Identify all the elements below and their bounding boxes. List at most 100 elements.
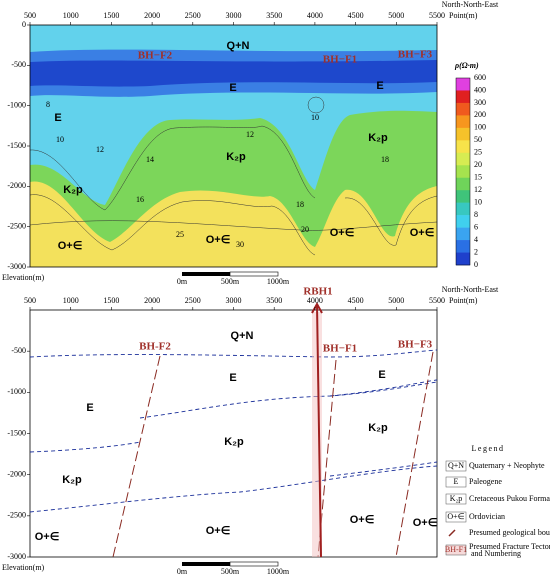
plot-frame (29, 309, 438, 558)
colorbar-label: 8 (474, 210, 478, 219)
unit-label: O+∈ (350, 514, 375, 526)
y-tick-label: -2000 (7, 181, 26, 190)
direction-label: North-North-East (442, 0, 499, 9)
x-axis-label: Point(m) (449, 11, 478, 20)
x-tick-label: 2500 (185, 296, 201, 305)
scale-bar (229, 561, 279, 567)
borehole-label: RBH1 (303, 286, 332, 298)
x-tick-label: 5000 (388, 296, 404, 305)
legend-text: Cretaceous Pukou Formation (469, 494, 550, 503)
scale-label: 1000m (267, 567, 290, 576)
legend-text: Quaternary + Neophyte (469, 461, 545, 470)
legend-text: Presumed Fracture Tectonics and Numberin… (469, 542, 550, 558)
x-tick-label: 4500 (348, 296, 364, 305)
colorbar-label: 12 (474, 185, 482, 194)
colorbar-swatch (456, 177, 470, 191)
contour-label: 16 (136, 195, 144, 204)
legend-symbol (445, 544, 467, 556)
faults (112, 351, 434, 558)
colorbar-swatch (456, 227, 470, 241)
x-tick-label: 3500 (266, 296, 282, 305)
y-tick-label: -1500 (7, 428, 26, 437)
contour-label: 12 (246, 130, 254, 139)
legend-title: Legend (472, 444, 505, 453)
x-tick-label: 5500 (429, 11, 445, 20)
scale-bar (229, 271, 279, 277)
y-tick-label: -500 (11, 346, 26, 355)
x-axis-label: Point(m) (449, 296, 478, 305)
legend-symbol-text: K₂p (450, 494, 463, 503)
legend-text: Ordovician (469, 512, 505, 521)
unit-label: E (229, 82, 236, 94)
top-section (29, 24, 438, 268)
legend-symbol (445, 476, 467, 488)
y-tick-label: -2000 (7, 469, 26, 478)
colorbar-label: 600 (474, 73, 486, 82)
legend-text: Presumed geological boundaries (469, 528, 550, 537)
legend-symbol-text: O+∈ (447, 512, 464, 521)
colorbar-label: 4 (474, 235, 478, 244)
y-tick-label: 0 (22, 20, 26, 29)
unit-label: BH−F1 (323, 54, 357, 66)
scale-bar (182, 272, 230, 276)
y-axis-label: Elevation(m) (2, 273, 45, 282)
unit-label: E (378, 369, 385, 381)
y-tick-label: -500 (11, 60, 26, 69)
colorbar-label: 0 (474, 260, 478, 269)
colorbar-swatch (456, 90, 470, 104)
borehole-zone (312, 312, 322, 557)
x-tick-label: 2000 (144, 11, 160, 20)
y-tick-label: -2500 (7, 221, 26, 230)
colorbar-label: 20 (474, 160, 482, 169)
legend-symbol-text: E (454, 477, 459, 486)
unit-label: E (54, 112, 61, 124)
unit-label: O+∈ (206, 234, 231, 246)
colorbar-label: 15 (474, 173, 482, 182)
colorbar-swatch (456, 190, 470, 203)
unit-label: BH−F2 (138, 50, 173, 62)
contour-label: 30 (236, 240, 244, 249)
x-tick-label: 3000 (226, 11, 242, 20)
unit-label: Q+N (227, 40, 250, 52)
contour-label: 8 (46, 100, 50, 109)
legend-text: Paleogene (469, 477, 502, 486)
colorbar-label: 25 (474, 148, 482, 157)
colorbar-label: 10 (474, 197, 482, 206)
colorbar-swatch (456, 140, 470, 154)
y-tick-label: -3000 (7, 262, 26, 271)
colorbar-swatch (456, 165, 470, 179)
unit-label: O+∈ (35, 531, 60, 543)
colorbar-swatch (456, 252, 470, 266)
y-tick-label: -3000 (7, 552, 26, 561)
x-tick-label: 5000 (388, 11, 404, 20)
x-tick-label: 500 (24, 11, 36, 20)
scale-label: 500m (221, 567, 240, 576)
y-tick-label: -1000 (7, 100, 26, 109)
x-tick-label: 4000 (307, 11, 323, 20)
x-tick-label: 1000 (63, 11, 79, 20)
y-axis-label: Elevation(m) (2, 563, 45, 572)
unit-label: O+∈ (206, 525, 231, 537)
unit-label: K₂p (368, 422, 388, 434)
colorbar-frame (455, 77, 471, 266)
colorbar-swatch (456, 215, 470, 228)
unit-label: K₂p (368, 132, 388, 144)
colorbar-swatch (456, 78, 470, 91)
direction-label: North-North-East (442, 285, 499, 294)
unit-label: O+∈ (413, 517, 438, 529)
unit-label: K₂p (63, 184, 83, 196)
unit-label: BH-F2 (139, 341, 171, 353)
x-tick-label: 4500 (348, 11, 364, 20)
colorbar-swatch (456, 152, 470, 166)
contour-label: 12 (96, 145, 104, 154)
unit-label: Q+N (231, 330, 254, 342)
unit-label: K₂p (62, 474, 82, 486)
x-tick-label: 500 (24, 296, 36, 305)
unit-label: K₂p (224, 436, 244, 448)
colorbar-label: 6 (474, 222, 478, 231)
x-tick-label: 2000 (144, 296, 160, 305)
x-tick-label: 3500 (266, 11, 282, 20)
borehole-arrow (311, 301, 323, 314)
scale-label: 500m (221, 277, 240, 286)
contour-label: 18 (296, 200, 304, 209)
